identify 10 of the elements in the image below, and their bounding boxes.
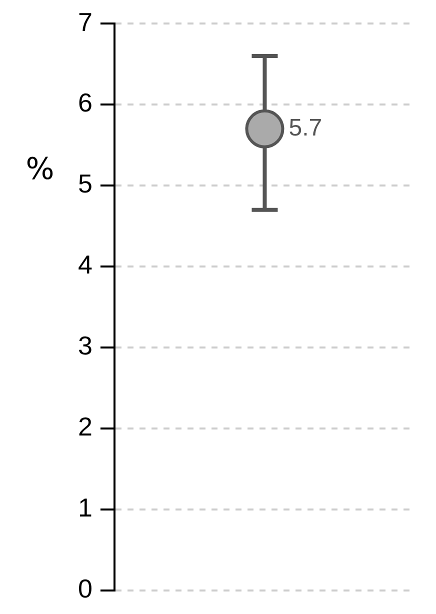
y-tick-label: 0 xyxy=(78,574,92,604)
y-tick-label: 4 xyxy=(78,250,92,280)
y-tick-label: 1 xyxy=(78,492,92,523)
y-tick-label: 5 xyxy=(78,168,92,199)
y-tick-label: 7 xyxy=(78,6,92,37)
data-label: 5.7 xyxy=(288,114,322,142)
y-axis-title: % xyxy=(26,152,54,187)
y-tick-label: 2 xyxy=(78,412,92,442)
y-tick-label: 6 xyxy=(78,88,92,118)
y-tick-label: 3 xyxy=(78,330,92,361)
